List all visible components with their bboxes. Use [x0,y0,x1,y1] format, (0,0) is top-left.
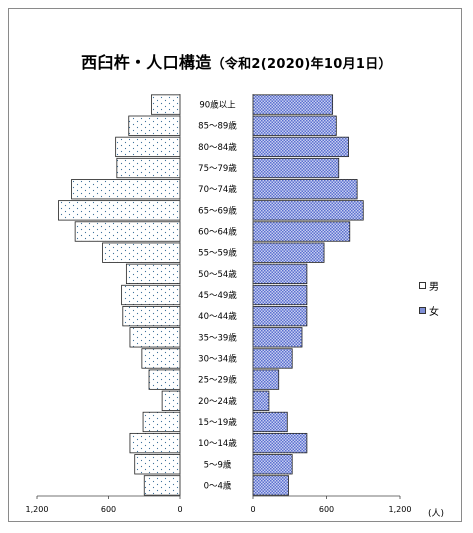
bar-male [71,179,181,200]
legend-female-label: 女 [429,307,439,318]
bar-male [116,157,181,179]
bar-female [252,284,308,306]
age-group-label: 5～9歳 [204,459,232,470]
age-group-label: 90歳以上 [199,100,236,111]
age-group-label: 0～4歳 [204,480,232,491]
legend-female-swatch [419,307,426,314]
bar-male [121,284,181,306]
bar-female [252,327,303,348]
age-group-label: 35～39歳 [198,332,237,343]
bar-male [102,242,181,263]
bar-female [252,475,289,496]
bar-male [128,115,181,136]
bar-male [141,348,181,369]
bar-male [150,94,181,115]
x-tick-label-left: 600 [101,505,116,514]
legend-male-swatch [419,282,426,289]
age-group-label: 85～89歳 [198,121,237,132]
bar-female [252,115,337,136]
bar-male [142,411,181,433]
bar-female [252,157,340,179]
bar-male [58,200,181,221]
bar-female [252,94,334,115]
bar-male [74,221,181,242]
bar-female [252,348,293,369]
bar-female [252,432,308,454]
chart-title-date: （令和2(2020)年10月1日） [211,57,392,72]
chart-title-main: 西臼杵・人口構造 [81,53,212,72]
bar-male [115,136,181,158]
x-tick-label-right: 0 [250,505,255,514]
x-tick-label-left: 0 [177,505,182,514]
bar-male [122,306,181,327]
chart-frame [8,8,462,522]
age-group-label: 15～19歳 [198,417,237,428]
bar-female [252,263,308,284]
bar-male [125,263,181,284]
bar-female [252,221,351,242]
x-tick-label-right: 1,200 [389,505,412,514]
age-group-label: 40～44歳 [198,311,237,322]
legend-male-label: 男 [429,282,439,293]
age-group-label: 30～34歳 [198,353,237,364]
age-group-label: 80～84歳 [198,142,237,153]
bar-male [143,475,181,496]
legend-female: 女 [419,303,439,318]
legend-male: 男 [419,278,439,293]
bar-female [252,200,364,221]
bar-female [252,454,293,475]
bar-male [129,327,181,348]
age-group-label: 60～64歳 [198,227,237,238]
age-group-label: 65～69歳 [198,205,237,216]
age-group-label: 70～74歳 [198,184,237,195]
bar-male [129,432,181,454]
bar-female [252,136,349,158]
age-group-label: 50～54歳 [198,269,237,280]
age-group-label: 55～59歳 [198,248,237,259]
bar-male [134,454,181,475]
bar-female [252,242,325,263]
bar-female [252,306,308,327]
bar-female [252,179,358,200]
age-group-label: 25～29歳 [198,375,237,386]
bar-male [148,369,181,390]
age-group-label: 20～24歳 [198,396,237,407]
bar-female [252,411,288,433]
bar-male [161,390,181,411]
age-group-label: 45～49歳 [198,290,237,301]
chart-title: 西臼杵・人口構造（令和2(2020)年10月1日） [0,49,473,73]
bar-female [252,369,280,390]
x-tick-label-right: 600 [319,505,334,514]
x-tick-label-left: 1,200 [26,505,49,514]
bar-female [252,390,270,411]
age-group-label: 10～14歳 [198,438,237,449]
age-group-label: 75～79歳 [198,163,237,174]
unit-label: (人) [428,509,445,519]
